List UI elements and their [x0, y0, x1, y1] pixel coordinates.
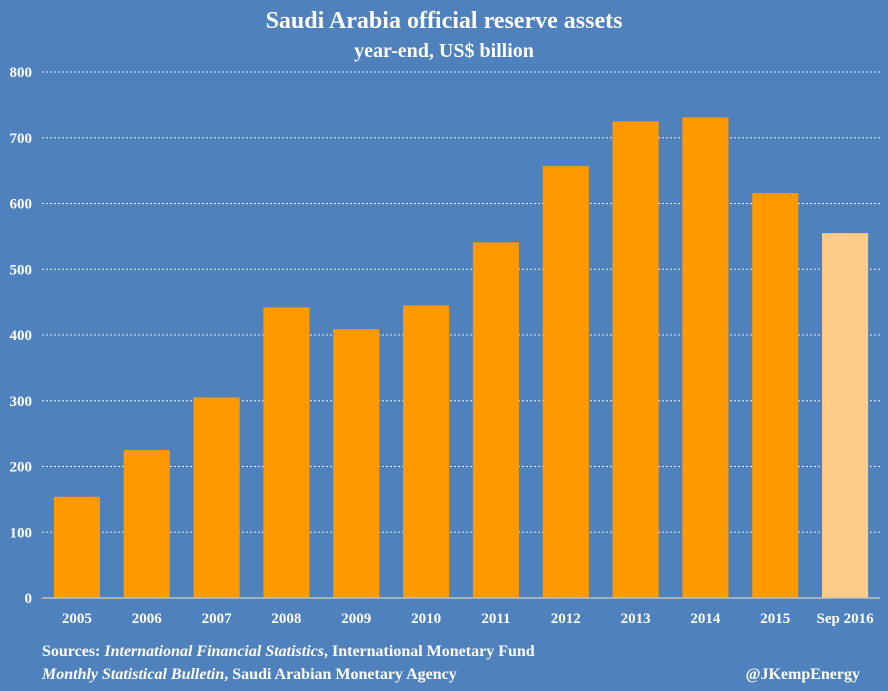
- x-tick-label: 2015: [760, 611, 790, 627]
- bar: [822, 233, 869, 598]
- source-prefix: Sources:: [42, 643, 105, 660]
- x-tick-label: Sep 2016: [817, 611, 875, 627]
- source-1-publisher: , International Monetary Fund: [324, 643, 535, 660]
- bar: [612, 121, 659, 598]
- x-tick-label: 2013: [621, 611, 651, 627]
- x-tick-label: 2012: [551, 611, 581, 627]
- bar: [123, 450, 170, 598]
- x-tick-label: 2006: [132, 611, 163, 627]
- source-2-title: Monthly Statistical Bulletin: [42, 666, 225, 683]
- x-tick-label: 2007: [202, 611, 233, 627]
- y-tick-label: 300: [10, 394, 33, 410]
- y-tick-label: 500: [10, 262, 33, 278]
- source-line-1: Sources: International Financial Statist…: [42, 643, 535, 661]
- bar: [542, 166, 589, 598]
- y-tick-label: 600: [10, 197, 33, 213]
- chart-subtitle: year-end, US$ billion: [354, 40, 534, 62]
- bar: [682, 117, 729, 599]
- y-tick-label: 0: [25, 591, 33, 607]
- y-tick-label: 200: [10, 460, 33, 476]
- bar: [53, 496, 100, 598]
- bar: [263, 307, 310, 598]
- source-2-publisher: , Saudi Arabian Monetary Agency: [224, 666, 457, 683]
- x-tick-label: 2010: [411, 611, 441, 627]
- x-tick-label: 2009: [341, 611, 371, 627]
- bar: [752, 192, 799, 599]
- source-line-2: Monthly Statistical Bulletin, Saudi Arab…: [42, 666, 457, 684]
- y-tick-label: 800: [10, 65, 33, 81]
- author-handle: @JKempEnergy: [745, 666, 860, 683]
- y-tick-label: 700: [10, 131, 33, 147]
- bar: [403, 305, 450, 598]
- y-tick-label: 100: [10, 525, 33, 541]
- x-tick-label: 2005: [62, 611, 92, 627]
- x-tick-label: 2014: [690, 611, 721, 627]
- bar: [472, 242, 519, 599]
- y-tick-label: 400: [10, 328, 33, 344]
- bar: [193, 397, 240, 598]
- x-tick-label: 2011: [481, 611, 510, 627]
- x-tick-label: 2008: [271, 611, 301, 627]
- source-1-title: International Financial Statistics: [104, 643, 324, 660]
- bar: [333, 329, 380, 598]
- chart-title: Saudi Arabia official reserve assets: [265, 8, 623, 34]
